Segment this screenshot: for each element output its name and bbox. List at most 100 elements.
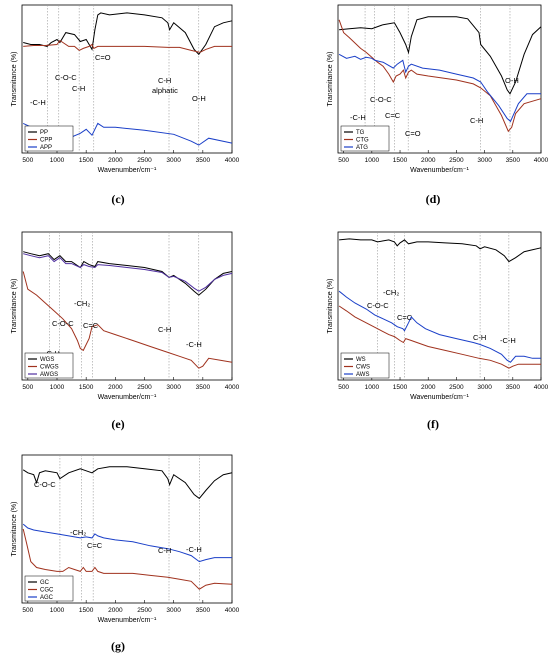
x-tick-label: 2500	[137, 157, 152, 164]
x-tick-label: 1500	[79, 157, 94, 164]
peak-annotation: C=C	[87, 541, 103, 550]
x-tick-label: 2000	[108, 384, 123, 391]
chart-panel: 500 1000 1500 2000 2500 3000 3500 4000 Wavenumbe…	[11, 454, 240, 624]
x-tick-label: 4000	[225, 384, 240, 391]
x-tick-label: 4000	[225, 607, 240, 614]
chart-panel: 500 1000 1500 2000 2500 3000 3500 4000 Wavenumbe…	[11, 4, 240, 174]
peak-annotation: -C-H	[186, 340, 202, 349]
peak-annotation: -CH₂	[70, 528, 86, 537]
legend-label: CGC	[40, 588, 54, 594]
peak-annotation: O-H	[505, 76, 519, 85]
panel-letter: (e)	[111, 417, 124, 431]
x-tick-label: 4000	[534, 384, 549, 391]
peak-annotation: C-H	[158, 546, 171, 555]
peak-annotation: C-O-C	[367, 301, 389, 310]
peak-annotation: C=C	[397, 313, 413, 322]
x-tick-label: 1500	[393, 157, 408, 164]
x-tick-label: 3000	[477, 157, 492, 164]
x-tick-label: 500	[22, 157, 33, 164]
panel-letter: (d)	[426, 192, 441, 206]
legend-label: CWS	[356, 365, 370, 371]
legend-label: AWGS	[40, 372, 58, 378]
legend-label: TG	[356, 130, 365, 136]
x-axis-label: Wavenumber/cm⁻¹	[98, 394, 157, 401]
x-tick-label: 4000	[534, 157, 549, 164]
series-line	[339, 238, 542, 263]
series-line	[22, 466, 233, 500]
x-tick-label: 1000	[365, 384, 380, 391]
peak-annotation: C-H	[72, 84, 85, 93]
x-tick-label: 1000	[50, 607, 65, 614]
series-line	[23, 39, 232, 53]
x-tick-label: 500	[22, 384, 33, 391]
x-tick-label: 3000	[166, 157, 181, 164]
series-line	[23, 251, 233, 296]
legend-label: APP	[40, 145, 52, 151]
x-tick-label: 1000	[50, 384, 65, 391]
y-axis-label: Transmitance (%)	[11, 52, 18, 107]
legend-label: AGC	[40, 595, 54, 601]
x-tick-label: 2000	[421, 157, 436, 164]
x-tick-label: 3500	[196, 607, 211, 614]
chart-panel: 500 1000 1500 2000 2500 3000 3500 4000 Wavenumbe…	[11, 231, 240, 401]
x-tick-label: 1000	[50, 157, 65, 164]
peak-annotation: -C-H	[500, 336, 516, 345]
legend-label: CTG	[356, 138, 369, 144]
chart-panel: 500 1000 1500 2000 2500 3000 3500 4000 Wavenumbe…	[327, 231, 549, 401]
plot-frame	[21, 454, 233, 604]
x-axis-label: Wavenumber/cm⁻¹	[410, 167, 469, 174]
peak-annotation: C-H	[473, 333, 486, 342]
peak-annotation: -C-H	[186, 545, 202, 554]
x-tick-label: 500	[22, 607, 33, 614]
y-axis-label: Transmitance (%)	[327, 279, 334, 334]
x-tick-label: 2000	[108, 607, 123, 614]
series-line	[338, 290, 541, 363]
x-tick-label: 1500	[393, 384, 408, 391]
x-tick-label: 2500	[137, 384, 152, 391]
x-axis-label: Wavenumber/cm⁻¹	[98, 617, 157, 624]
x-tick-label: 3500	[196, 384, 211, 391]
series-line	[339, 16, 542, 95]
x-tick-label: 2500	[449, 384, 464, 391]
x-tick-label: 3000	[166, 607, 181, 614]
plot-frame	[21, 231, 233, 381]
peak-annotation: C=O	[95, 53, 111, 62]
panel-letter: (f)	[427, 417, 439, 431]
legend-label: CPP	[40, 138, 52, 144]
peak-annotation: C-H	[158, 76, 171, 85]
series-line	[23, 12, 233, 56]
legend-label: WGS	[40, 357, 54, 363]
peak-annotation: C=C	[385, 111, 401, 120]
legend-label: CWGS	[40, 365, 59, 371]
series-line	[22, 271, 233, 369]
x-tick-label: 4000	[225, 157, 240, 164]
series-line	[22, 528, 233, 590]
x-tick-label: 1500	[79, 607, 94, 614]
x-tick-label: 3000	[477, 384, 492, 391]
legend-label: AWS	[356, 372, 369, 378]
plot-frame	[337, 4, 542, 154]
x-tick-label: 500	[338, 157, 349, 164]
series-line	[338, 19, 542, 133]
peak-annotation: C-O-C	[55, 73, 77, 82]
x-tick-label: 2500	[137, 607, 152, 614]
series-line	[338, 305, 541, 369]
peak-annotation: C-O-C	[370, 95, 392, 104]
legend-label: WS	[356, 357, 366, 363]
peak-annotation: C-H	[158, 325, 171, 334]
x-tick-label: 1000	[365, 157, 380, 164]
panel-letter: (g)	[111, 639, 125, 653]
peak-annotation: C-O-C	[34, 480, 56, 489]
series-line	[22, 523, 232, 563]
series-line	[338, 53, 541, 123]
peak-annotation: C=O	[405, 129, 421, 138]
x-tick-label: 3000	[166, 384, 181, 391]
peak-annotation: -C-H	[350, 113, 366, 122]
x-tick-label: 2500	[449, 157, 464, 164]
plot-frame	[337, 231, 542, 381]
x-tick-label: 3500	[196, 157, 211, 164]
series-line	[23, 253, 233, 292]
panel-letter: (c)	[111, 192, 124, 206]
peak-annotation: O-H	[192, 94, 206, 103]
